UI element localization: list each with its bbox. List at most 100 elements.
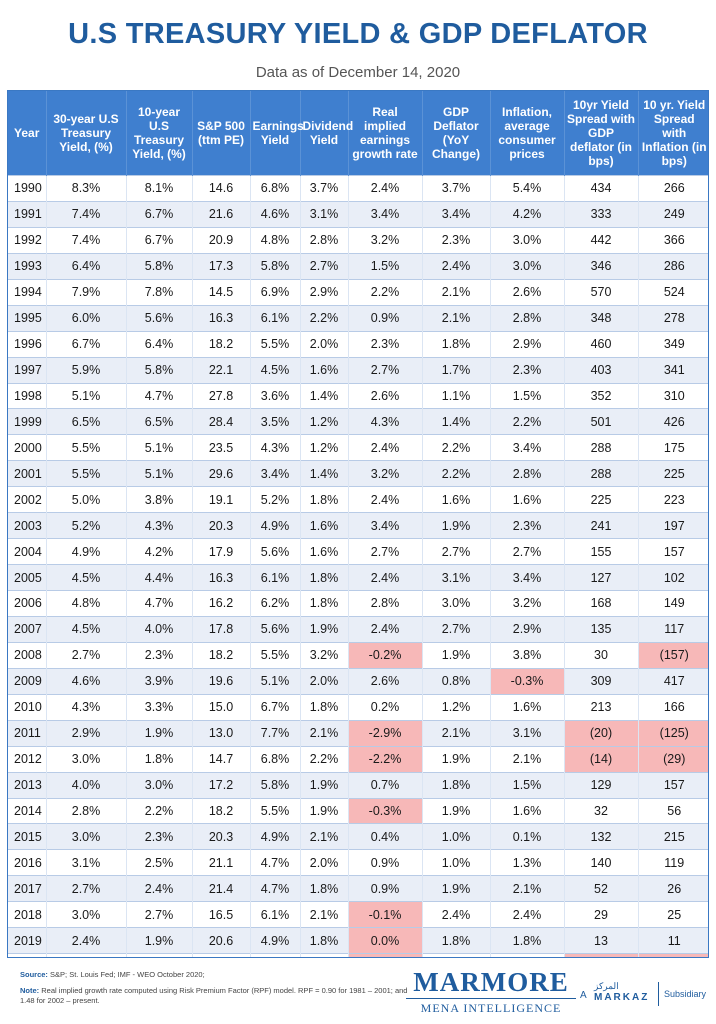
table-cell: 2.3% xyxy=(490,356,565,383)
table-cell: 20.9 xyxy=(192,226,251,254)
table-cell: 7.4% xyxy=(46,226,127,254)
table-cell: 4.9% xyxy=(250,927,301,954)
table-cell: 4.7% xyxy=(250,875,301,902)
table-cell: 13.0 xyxy=(192,719,251,747)
table-cell: 1.9% xyxy=(126,719,193,747)
year-cell: 2014 xyxy=(8,797,47,824)
year-cell: 2013 xyxy=(8,771,47,798)
table-cell: 129 xyxy=(564,771,639,798)
table-cell: 1.4% xyxy=(300,382,349,409)
table-cell: 288 xyxy=(564,434,639,461)
table-cell: 6.0% xyxy=(46,304,127,332)
table-cell: 1.9% xyxy=(422,875,491,902)
table-cell: 4.3% xyxy=(126,512,193,539)
table-cell: 2.1% xyxy=(300,901,349,928)
table-row: 2001 5.5% 5.1% 29.6 3.4% 1.4% 3.2% 2.2% 2.8% 288 2… xyxy=(8,460,708,487)
table-cell: -2.9% xyxy=(348,719,423,747)
table-cell: -0.2% xyxy=(348,953,423,957)
year-cell: 2009 xyxy=(8,667,47,695)
table-cell: 3.0% xyxy=(490,252,565,280)
table-cell: 0.7% xyxy=(348,771,423,798)
table-cell: 14.5 xyxy=(192,278,251,306)
note-label: Note: xyxy=(20,986,40,995)
year-cell: 2016 xyxy=(8,849,47,876)
year-cell: 2005 xyxy=(8,564,47,591)
table-cell: 4.0% xyxy=(126,615,193,643)
table-cell: 1.8% xyxy=(490,927,565,954)
table-cell: 570 xyxy=(564,278,639,306)
table-cell: 310 xyxy=(638,382,708,409)
table-cell: 3.2% xyxy=(490,590,565,617)
table-cell: 21.4 xyxy=(192,875,251,902)
table-cell: 175 xyxy=(638,434,708,461)
table-cell: 442 xyxy=(564,226,639,254)
table-cell: 3.5% xyxy=(250,953,301,957)
table-cell: 3.4% xyxy=(490,564,565,591)
table-cell: 0.8% xyxy=(422,667,491,695)
table-cell: 4.6% xyxy=(46,667,127,695)
table-cell: 2.7% xyxy=(422,538,491,565)
table-cell: 27.8 xyxy=(192,382,251,409)
table-row: 2014 2.8% 2.2% 18.2 5.5% 1.9% -0.3% 1.9% 1.6% 32 5… xyxy=(8,797,708,824)
table-cell: 2.1% xyxy=(422,278,491,306)
table-cell: 2.2% xyxy=(126,797,193,824)
year-cell: 2011 xyxy=(8,719,47,747)
table-cell: 223 xyxy=(638,486,708,513)
table-cell: 3.4% xyxy=(348,512,423,539)
year-cell: 2004 xyxy=(8,538,47,565)
table-cell: 3.7% xyxy=(300,175,349,202)
table-cell: 1.8% xyxy=(300,693,349,721)
year-cell: 1996 xyxy=(8,330,47,358)
table-cell: 5.5% xyxy=(46,460,127,487)
table-cell: 0.9% xyxy=(348,304,423,332)
table-cell: -0.1% xyxy=(348,901,423,928)
year-cell: 2007 xyxy=(8,615,47,643)
year-cell: 1993 xyxy=(8,252,47,280)
table-row: 2009 4.6% 3.9% 19.6 5.1% 2.0% 2.6% 0.8% -0.3% 309… xyxy=(8,667,708,695)
source-text: S&P; St. Louis Fed; IMF - WEO October 20… xyxy=(50,970,205,979)
column-header-5: Dividend Yield xyxy=(300,91,353,176)
table-cell: 1.4% xyxy=(300,460,349,487)
table-cell: -0.3% xyxy=(490,667,565,695)
table-cell: 524 xyxy=(638,278,708,306)
table-cell: -0.2% xyxy=(348,641,423,669)
table-body: 1990 8.3% 8.1% 14.6 6.8% 3.7% 2.4% 3.7% 5.4% 434 2… xyxy=(8,175,708,957)
table-cell: 6.7% xyxy=(250,693,301,721)
table-row: 2006 4.8% 4.7% 16.2 6.2% 1.8% 2.8% 3.0% 3.2% 168 1… xyxy=(8,590,708,617)
table-cell: 20.3 xyxy=(192,823,251,850)
table-cell: 2.4% xyxy=(348,434,423,461)
table-cell: 4.9% xyxy=(46,538,127,565)
marmore-logo: MARMORE MENA INTELLIGENCE xyxy=(406,968,576,1016)
column-header-1: 30-year U.S Treasury Yield, (%) xyxy=(46,91,127,176)
table-cell: 3.2% xyxy=(348,460,423,487)
table-cell: 1.9% xyxy=(422,641,491,669)
table-cell: 4.8% xyxy=(250,226,301,254)
table-cell: 6.1% xyxy=(250,304,301,332)
table-cell: 8.1% xyxy=(126,175,193,202)
table-cell: 3.7% xyxy=(422,175,491,202)
table-cell: 288 xyxy=(564,460,639,487)
table-row: 1998 5.1% 4.7% 27.8 3.6% 1.4% 2.6% 1.1% 1.5% 352 3… xyxy=(8,382,708,409)
table-cell: 2.4% xyxy=(348,564,423,591)
table-cell: 7.4% xyxy=(46,200,127,228)
table-cell: 1.6% xyxy=(422,486,491,513)
table-cell: 2.3% xyxy=(348,330,423,358)
table-cell: 2.7% xyxy=(126,901,193,928)
year-cell: 2020 xyxy=(8,953,47,957)
table-cell: 2.7% xyxy=(300,252,349,280)
table-row: 2017 2.7% 2.4% 21.4 4.7% 1.8% 0.9% 1.9% 2.1% 52 26 xyxy=(8,875,708,902)
table-cell: 2.5% xyxy=(126,849,193,876)
table-cell: 2.0% xyxy=(300,849,349,876)
table-cell: 1.3% xyxy=(490,849,565,876)
table-cell: 3.3% xyxy=(126,693,193,721)
year-cell: 2012 xyxy=(8,745,47,773)
table-cell: 333 xyxy=(564,200,639,228)
table-cell: 4.9% xyxy=(250,512,301,539)
table-cell: 1.6% xyxy=(300,512,349,539)
year-cell: 2001 xyxy=(8,460,47,487)
table-cell: 7.7% xyxy=(250,719,301,747)
table-cell: 341 xyxy=(638,356,708,383)
table-cell: 25 xyxy=(638,901,708,928)
table-cell: 21.1 xyxy=(192,849,251,876)
table-cell: 5.2% xyxy=(250,486,301,513)
